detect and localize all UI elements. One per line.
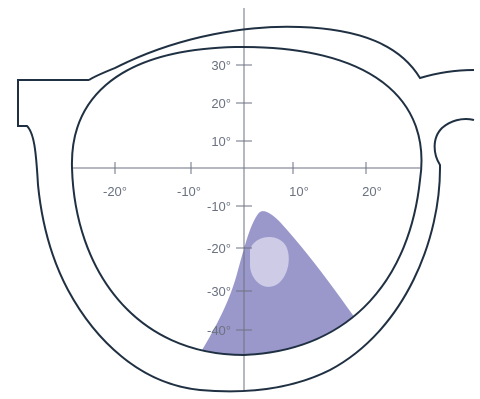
x-label-pos10: 10° bbox=[289, 184, 309, 199]
y-label-pos30: 30° bbox=[211, 58, 231, 73]
y-label-neg20: -20° bbox=[207, 241, 231, 256]
y-label-neg10: -10° bbox=[207, 199, 231, 214]
y-label-pos20: 20° bbox=[211, 96, 231, 111]
x-label-pos20: 20° bbox=[362, 184, 382, 199]
x-label-neg10: -10° bbox=[177, 184, 201, 199]
vision-zone bbox=[190, 211, 360, 355]
y-label-neg40: -40° bbox=[207, 323, 231, 338]
y-label-neg30: -30° bbox=[207, 284, 231, 299]
frame-outer-outline bbox=[17, 25, 475, 393]
vision-zone-group bbox=[190, 211, 360, 355]
x-label-neg20: -20° bbox=[103, 184, 127, 199]
lens-inner-outline bbox=[70, 45, 423, 357]
y-label-pos10: 10° bbox=[211, 134, 231, 149]
vision-zone-highlight bbox=[250, 236, 289, 287]
